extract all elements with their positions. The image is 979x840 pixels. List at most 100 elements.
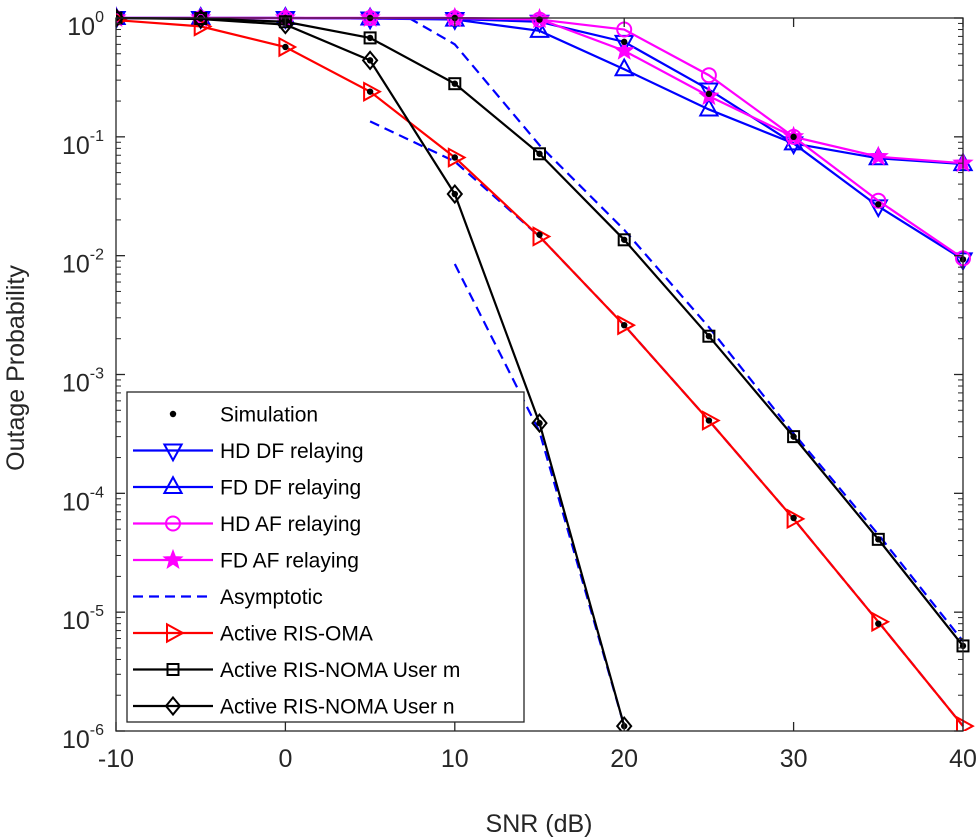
simulation-point <box>790 133 797 141</box>
legend-item-fd_df: FD DF relaying <box>133 475 361 500</box>
series-oma-marker <box>363 81 382 102</box>
x-tick-label: 0 <box>278 745 292 773</box>
series-oma-marker <box>447 147 467 168</box>
series-fd_df-marker <box>529 18 550 38</box>
legend-fd_af-marker <box>162 548 184 570</box>
y-tick-label-exponent: -1 <box>90 128 104 145</box>
legend-item-asym: Asymptotic <box>133 586 323 609</box>
series-noma_m-marker <box>702 329 716 343</box>
simulation-point <box>536 419 543 427</box>
x-tick-label: -10 <box>98 745 134 773</box>
series-noma_n-marker <box>446 183 464 205</box>
simulation-point <box>705 90 713 98</box>
series-oma-marker <box>786 508 806 530</box>
legend-label: FD DF relaying <box>220 477 361 500</box>
series-noma_m-marker <box>871 532 885 546</box>
legend-label: Active RIS-NOMA User n <box>220 696 455 719</box>
series-noma_n-marker <box>116 7 125 29</box>
legend-hd_df-marker <box>162 443 184 463</box>
simulation-point <box>790 433 797 440</box>
series-simulation <box>116 14 967 730</box>
series-noma_n-marker <box>361 50 379 71</box>
legend-noma_n-marker <box>164 695 182 717</box>
simulation-point <box>451 190 458 198</box>
series-oma-marker <box>956 715 975 731</box>
y-tick-label-exponent: -5 <box>90 603 104 620</box>
simulation-point <box>621 38 628 46</box>
series-noma_m-marker <box>448 77 462 91</box>
simulation-point <box>366 88 374 95</box>
y-tick-label: 10-4 <box>62 484 104 516</box>
series-noma_n-marker <box>531 413 548 434</box>
series-fd_af-marker <box>867 145 889 166</box>
y-tick-label: 10-6 <box>62 722 104 754</box>
series-oma-marker <box>701 410 721 431</box>
simulation-point <box>451 80 458 87</box>
legend-label: HD DF relaying <box>220 440 364 463</box>
x-tick-label: 30 <box>780 745 808 773</box>
x-tick-label: 40 <box>949 745 977 773</box>
legend-hd_af-marker <box>165 515 181 532</box>
y-tick-label-exponent: -4 <box>90 484 104 501</box>
legend-noma_m-marker <box>166 663 180 676</box>
simulation-point <box>536 16 543 23</box>
legend-simulation-dot <box>169 410 177 418</box>
y-tick-label-base: 10 <box>62 726 90 754</box>
simulation-point <box>705 417 713 424</box>
legend-item-sim: Simulation <box>169 404 318 427</box>
y-tick-label: 10-1 <box>62 128 104 160</box>
legend-item-oma: Active RIS-OMA <box>133 623 373 646</box>
legend-label: Active RIS-OMA <box>220 623 373 646</box>
legend-item-fd_af: FD AF relaying <box>133 548 359 573</box>
y-axis-label: Outage Probability <box>2 265 30 471</box>
series-noma_m-marker <box>363 31 377 45</box>
asymptotic-curve-2 <box>408 17 964 642</box>
simulation-point <box>536 231 543 238</box>
x-tick-label: 20 <box>610 745 638 773</box>
simulation-point <box>875 201 882 208</box>
series-hd_af-marker <box>870 192 887 209</box>
legend-item-noma_n: Active RIS-NOMA User n <box>133 696 455 719</box>
legend-item-noma_m: Active RIS-NOMA User m <box>133 659 460 682</box>
y-tick-label: 10-5 <box>62 603 104 635</box>
legend-item-hd_df: HD DF relaying <box>133 440 364 463</box>
y-tick-label-base: 10 <box>67 13 95 41</box>
legend-label: Active RIS-NOMA User m <box>220 659 460 682</box>
series-noma_m-marker <box>617 233 631 247</box>
simulation-point <box>875 620 882 627</box>
y-tick-label-exponent: -3 <box>90 366 104 383</box>
series-noma_m-marker <box>787 430 801 444</box>
series-oma-marker <box>278 36 298 58</box>
series-hd_af-marker <box>700 67 717 84</box>
series-noma_n-marker <box>192 8 209 30</box>
series-oma-marker <box>617 314 637 336</box>
simulation-point <box>621 236 628 243</box>
x-axis-label: SNR (dB) <box>486 810 593 838</box>
legend-oma-marker <box>166 622 185 644</box>
y-tick-label: 100 <box>67 9 104 41</box>
simulation-point <box>705 333 713 340</box>
simulation-point <box>366 34 374 42</box>
legend-label: FD AF relaying <box>220 550 359 573</box>
simulation-point <box>790 514 797 522</box>
series-fd_af-marker <box>613 39 635 60</box>
simulation-point <box>282 43 289 51</box>
series-oma-marker <box>193 16 213 37</box>
simulation-point <box>621 321 628 329</box>
series-fd_df-marker <box>613 57 635 77</box>
legend-label: Simulation <box>220 404 318 427</box>
series-noma_n-marker <box>615 716 633 731</box>
y-tick-label-exponent: 0 <box>95 9 104 26</box>
series-noma_m-marker <box>533 147 546 161</box>
legend-label: HD AF relaying <box>220 513 361 536</box>
simulation-point <box>536 150 543 157</box>
y-tick-label-exponent: -6 <box>90 722 104 739</box>
series-hd_df-marker <box>698 82 720 102</box>
simulation-point <box>366 57 374 64</box>
y-tick-label: 10-3 <box>62 366 104 398</box>
y-tick-label-base: 10 <box>62 607 90 635</box>
y-tick-label-base: 10 <box>62 132 90 160</box>
y-tick-label-exponent: -2 <box>90 247 104 264</box>
